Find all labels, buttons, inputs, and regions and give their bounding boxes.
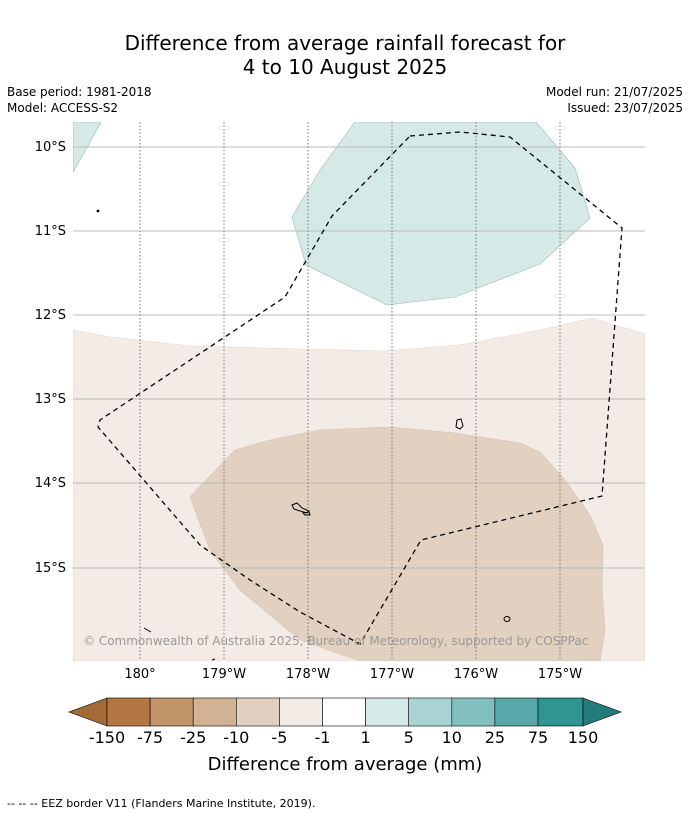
legend-swatch [408,697,453,727]
island-central-small [301,511,311,516]
eez-border [97,131,623,645]
lon-label: 176°W [454,667,498,682]
lon-label: 180° [124,667,155,682]
legend-label: Difference from average (mm) [208,754,483,775]
copyright-text: © Commonwealth of Australia 2025, Bureau… [83,634,588,648]
legend-tick-label: -75 [137,728,163,747]
legend-swatch [279,697,323,727]
lat-label: 12°S [35,308,66,323]
legend-swatch [149,697,194,727]
lat-label: 15°S [35,561,66,576]
model-text: Model: ACCESS-S2 [7,101,119,115]
title-line-2: 4 to 10 August 2025 [242,55,448,79]
lon-label: 178°W [286,667,330,682]
lon-label: 175°W [538,667,582,682]
lat-label: 14°S [35,476,66,491]
island-west [143,627,152,633]
latitude-gridlines [73,146,645,569]
latitude-labels: 10°S 11°S 12°S 13°S 14°S 15°S [35,140,66,576]
legend-tick-label: -1 [315,728,331,747]
legend-tick-label: 25 [485,728,505,747]
legend-tick-label: 5 [404,728,414,747]
island-north [455,418,464,430]
legend-tick-label: 10 [442,728,462,747]
legend-swatch [322,697,366,727]
legend-tick-label: -25 [180,728,206,747]
legend-swatch [537,697,584,727]
legend-tick-label: 150 [568,728,599,747]
legend-tick-label: 75 [528,728,548,747]
eez-footnote: -- -- -- EEZ border V11 (Flanders Marine… [7,797,316,810]
legend-tick-labels: -150 -75 -25 -10 -5 -1 1 5 10 25 75 150 [89,728,598,747]
legend-swatch [365,697,410,727]
lon-label: 177°W [370,667,414,682]
lat-label: 11°S [35,224,66,239]
island-bottom-mark [211,658,216,661]
lon-label: 179°W [202,667,246,682]
legend-swatch [192,697,237,727]
title-line-1: Difference from average rainfall forecas… [124,31,566,55]
legend-tick-label: 1 [361,728,371,747]
legend-swatch [236,697,280,727]
legend-swatch [106,697,151,727]
legend-tick-label: -10 [223,728,249,747]
longitude-gridlines [139,122,561,661]
lat-label: 10°S [35,140,66,155]
island-south [503,616,511,622]
map-area [73,122,645,661]
legend-tick-label: -5 [271,728,287,747]
legend-swatch [451,697,496,727]
lat-label: 13°S [35,392,66,407]
legend-colorbar [68,697,622,727]
dry-medium-region [189,426,606,661]
legend-arrow-right [582,697,622,727]
island-dot [96,209,100,213]
issued-text: Issued: 23/07/2025 [567,101,683,115]
legend-swatch [494,697,539,727]
legend-arrow-left [68,697,108,727]
islands [96,209,511,661]
legend-tick-label: -150 [89,728,125,747]
model-run-text: Model run: 21/07/2025 [545,85,683,99]
base-period-text: Base period: 1981-2018 [7,85,152,99]
wet-light-region [291,122,591,306]
longitude-labels: 180° 179°W 178°W 177°W 176°W 175°W [124,667,582,682]
